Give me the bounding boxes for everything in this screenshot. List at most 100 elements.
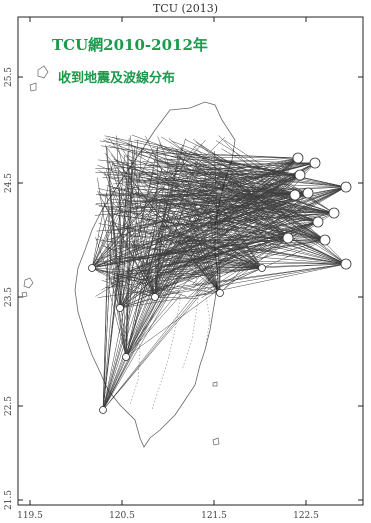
ray-path (98, 192, 309, 196)
station-marker (292, 152, 304, 164)
ray-path (202, 267, 263, 296)
ray-path (102, 168, 163, 411)
penghu-islands (21, 277, 34, 298)
ray-path (182, 288, 221, 294)
ray-path (125, 215, 198, 358)
station-marker (282, 232, 294, 244)
ray-path (224, 139, 335, 214)
headline-line2: 收到地震及波線分布 (58, 70, 175, 86)
ray-path (152, 220, 326, 241)
terrain-contour (129, 319, 141, 406)
ray-path (191, 157, 299, 164)
ray-path (222, 212, 335, 220)
ray-path (206, 221, 319, 286)
ray-path (109, 157, 299, 193)
ray-path (125, 165, 169, 358)
station-marker (328, 207, 340, 219)
ray-path (181, 221, 319, 266)
ray-path (119, 289, 179, 309)
ray-path (216, 237, 289, 296)
ray-path (158, 158, 316, 164)
ray-path (102, 177, 131, 411)
ray-path (198, 191, 326, 241)
ray-path (172, 166, 309, 194)
ray-path (95, 239, 263, 269)
ray-path (118, 144, 221, 294)
x-tick-label: 120.5 (109, 511, 135, 521)
ray-path (223, 192, 309, 290)
ray-path (128, 150, 289, 239)
ray-path (185, 186, 347, 231)
ray-path (97, 263, 347, 298)
ray-path (107, 232, 347, 265)
ray-path (212, 233, 289, 239)
ray-path (154, 162, 316, 289)
ray-path (187, 186, 347, 280)
ray-path (115, 159, 347, 265)
station-marker (340, 258, 352, 270)
y-tick-marks (18, 76, 363, 501)
ray-path (168, 138, 289, 239)
page-title: TCU (2013) (152, 2, 219, 15)
ray-path (97, 177, 127, 358)
x-tick-label: 119.5 (17, 511, 43, 521)
ray-path (102, 173, 221, 411)
ray-path (119, 151, 129, 309)
ray-path (159, 174, 301, 231)
ray-path (91, 267, 165, 290)
ray-path (150, 186, 347, 281)
station-markers (88, 152, 352, 414)
y-tick-label: 23.5 (4, 287, 14, 307)
ray-path (91, 234, 116, 269)
ray-path (207, 237, 289, 280)
ray-path (119, 292, 215, 309)
headline-line1: TCU網2010-2012年 (52, 36, 208, 54)
ray-path (111, 192, 309, 287)
station-marker (312, 216, 324, 228)
ray-path (109, 184, 121, 309)
ray-path (102, 254, 111, 411)
ray-path (193, 162, 316, 193)
ray-path (194, 192, 309, 214)
ray-path (159, 245, 263, 269)
ray-path (119, 168, 155, 309)
y-tick-label: 25.5 (4, 67, 14, 87)
ray-path (196, 168, 301, 176)
ray-path (199, 156, 326, 241)
ray-path (218, 185, 319, 223)
ray-path (128, 237, 156, 298)
ray-path (95, 162, 316, 297)
ray-path (124, 189, 221, 294)
station-marker (122, 353, 130, 361)
ray-path (116, 206, 263, 269)
ray-path (163, 221, 319, 263)
ray-path (195, 162, 316, 295)
ray-path (119, 205, 210, 309)
ray-path (168, 170, 347, 188)
ray-path (130, 192, 309, 210)
ray-path (125, 293, 183, 358)
ray-path (119, 166, 202, 309)
map-frame (17, 16, 364, 506)
ray-path (125, 224, 200, 358)
ray-path (101, 210, 335, 214)
ray-paths (91, 134, 347, 411)
ray-path (102, 254, 184, 411)
station-marker (151, 293, 159, 301)
station-marker (340, 181, 352, 193)
ray-path (110, 278, 127, 358)
ray-path (102, 161, 197, 411)
ray-path (201, 212, 335, 299)
ray-path (155, 263, 347, 292)
ray-path (108, 286, 127, 358)
ray-path (91, 198, 154, 269)
ray-path (157, 239, 326, 267)
ray-path (91, 267, 222, 277)
ray-path (224, 171, 289, 239)
mazu-islands (29, 65, 49, 92)
ray-path (91, 145, 197, 269)
ray-path (91, 235, 166, 269)
ray-path (91, 207, 111, 269)
ray-path (194, 216, 263, 269)
ray-path (162, 263, 347, 296)
